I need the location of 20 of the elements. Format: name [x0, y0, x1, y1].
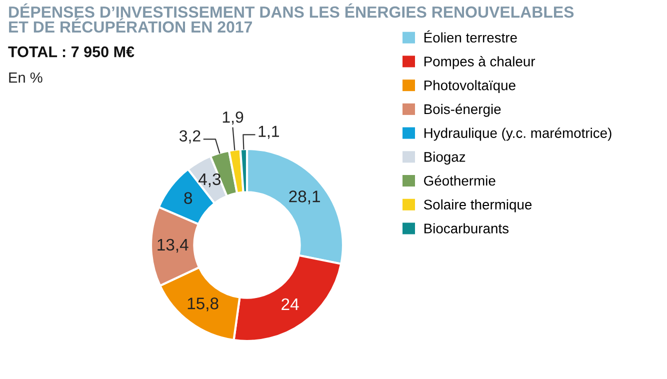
- data-label: 15,8: [188, 298, 218, 312]
- data-label: 4,3: [198, 173, 221, 188]
- legend-label: Photovoltaïque: [424, 80, 516, 94]
- legend-label: Géothermie: [424, 175, 496, 186]
- legend-label: Pompes à chaleur: [424, 56, 536, 70]
- legend-label: Éolien terrestre: [424, 30, 517, 43]
- data-label: 3,2: [179, 130, 200, 144]
- data-label: 13,4: [158, 238, 188, 253]
- legend-label: Bois-énergie: [424, 104, 501, 117]
- text: TOTAL : 7 950 M€: [8, 46, 134, 58]
- data-label: 24: [282, 298, 299, 310]
- data-label: 1,1: [258, 126, 279, 139]
- text: En %: [9, 72, 42, 83]
- legend-label: Solaire thermique: [424, 199, 532, 212]
- data-label: 28,1: [289, 190, 320, 204]
- legend-label: Biogaz: [424, 152, 466, 165]
- legend-label: Hydraulique (y.c. marémotrice): [424, 128, 612, 141]
- legend-label: Biocarburants: [424, 223, 509, 234]
- data-label: 1,9: [222, 111, 244, 125]
- data-label: 8: [184, 192, 192, 204]
